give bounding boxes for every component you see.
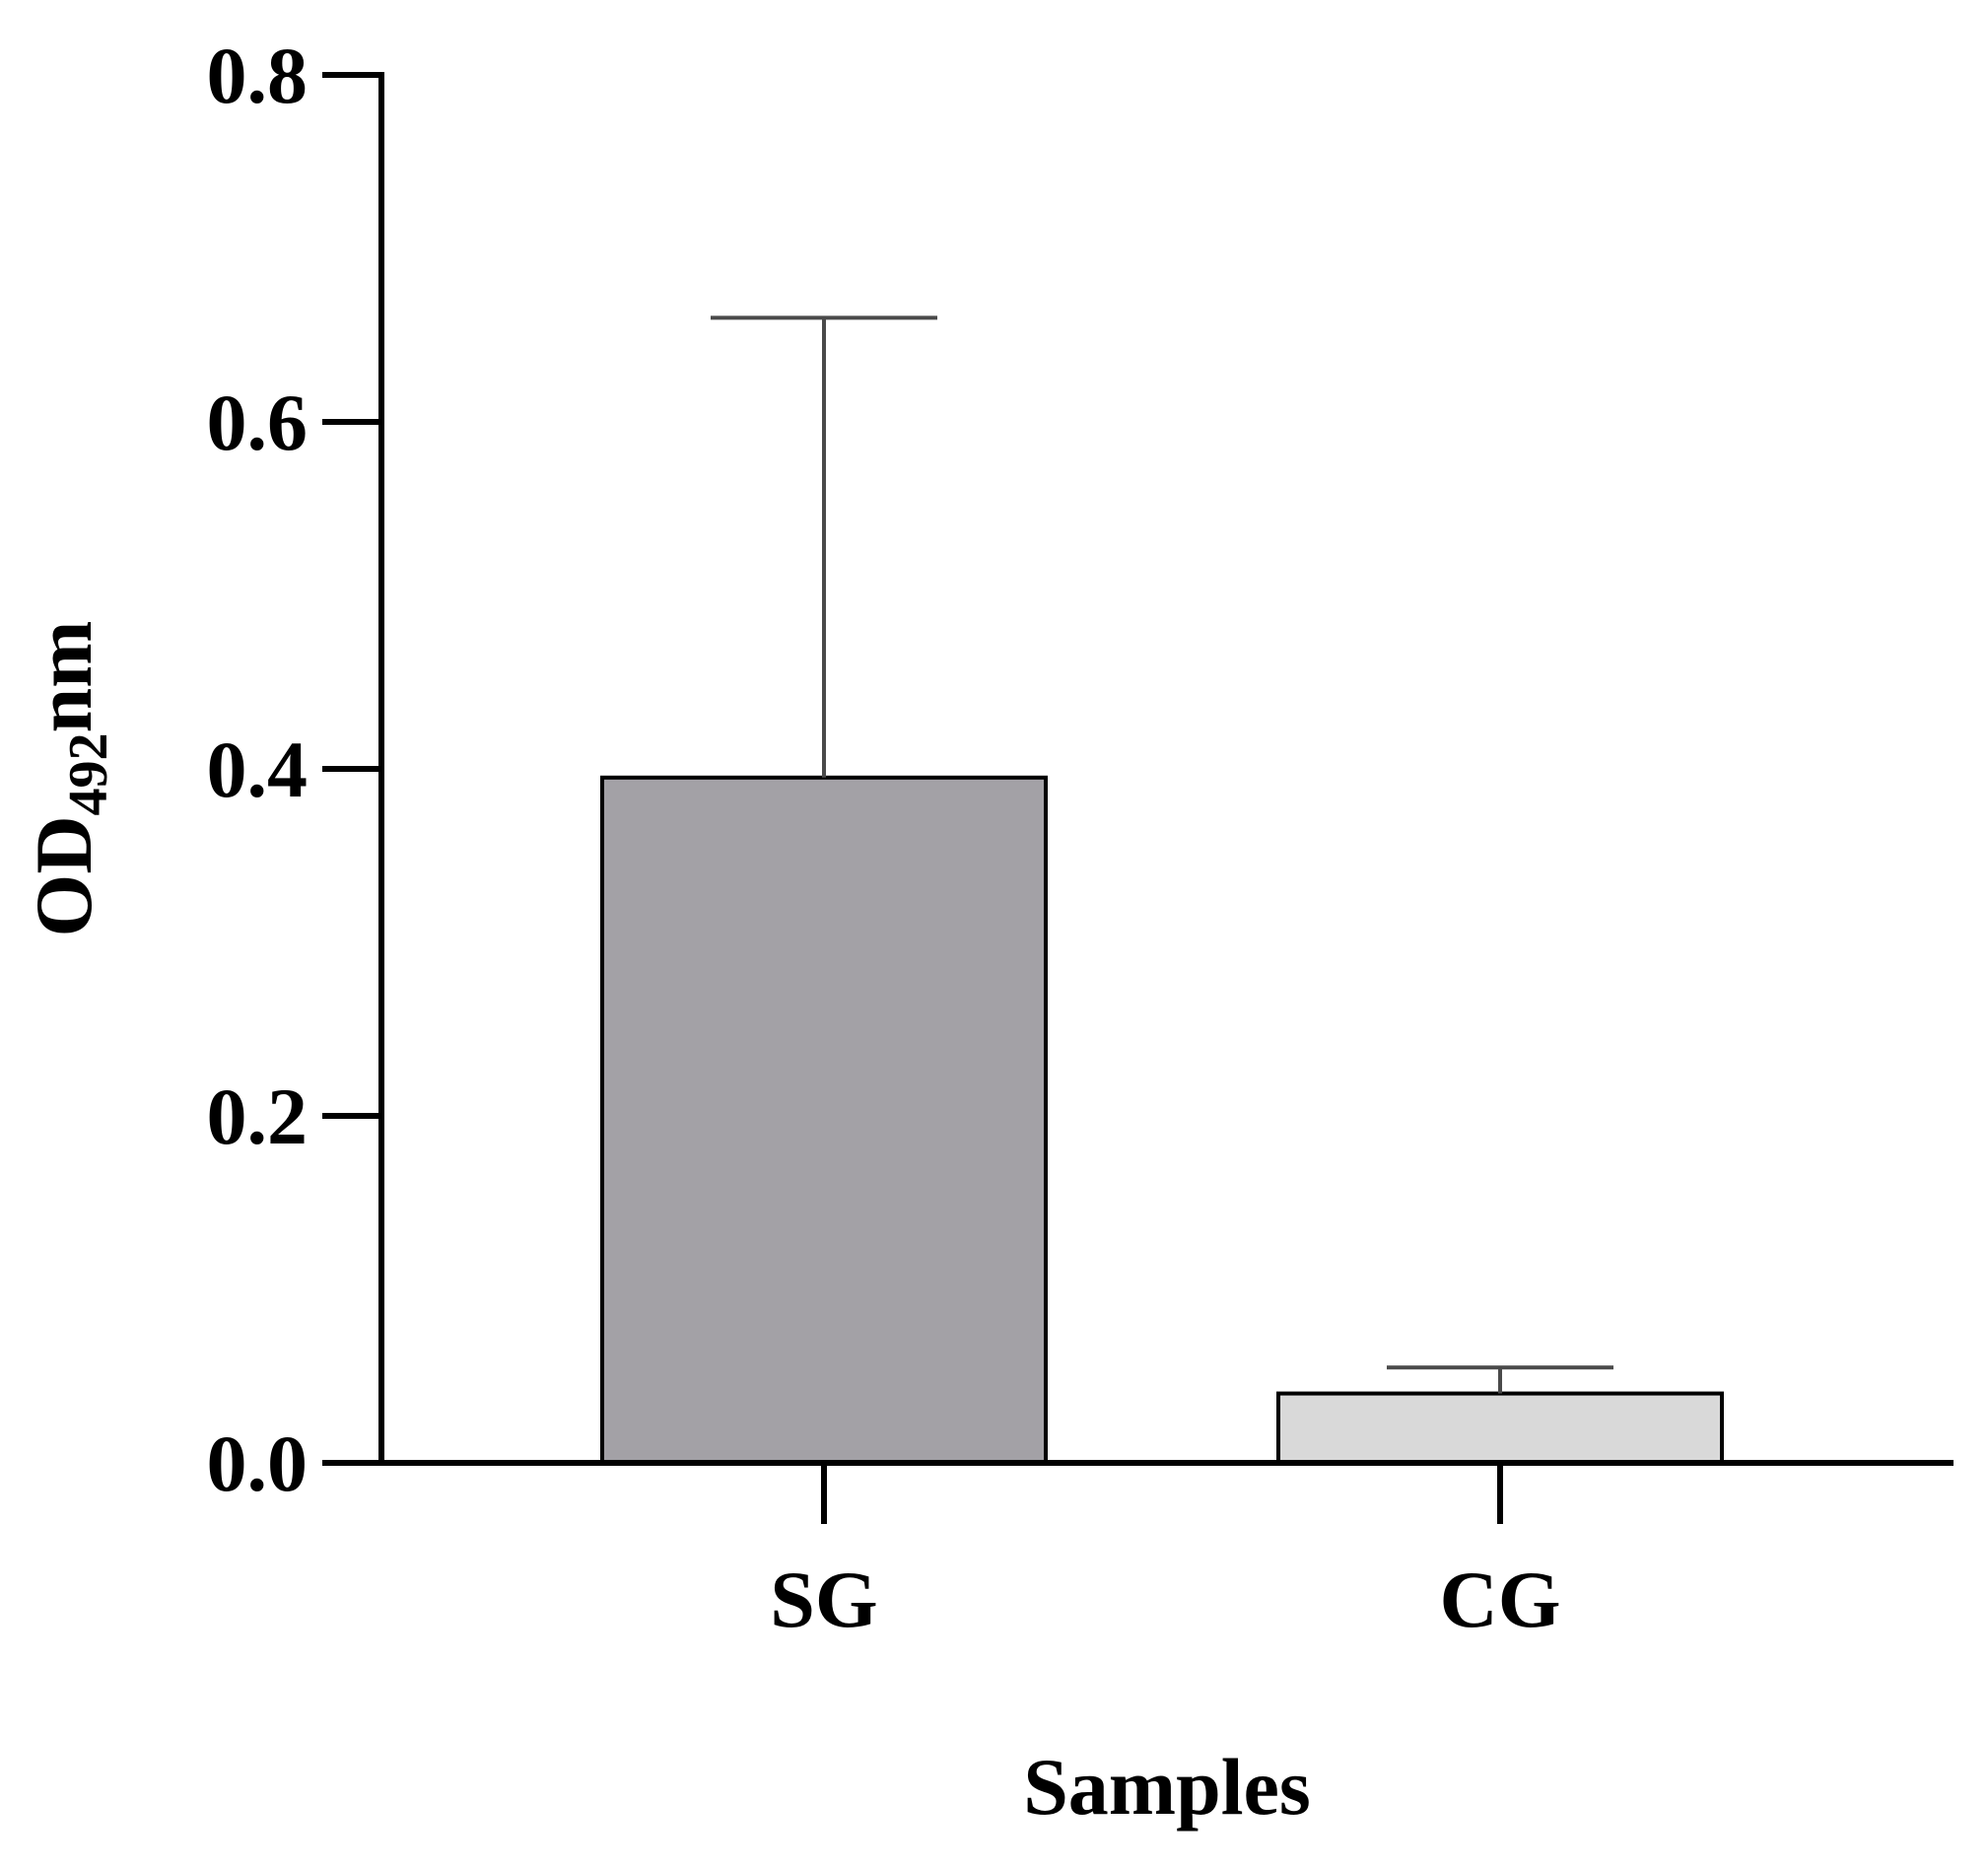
y-tick-label: 0.6	[207, 378, 308, 467]
bars-layer	[600, 775, 1724, 1465]
x-axis-title: Samples	[1023, 1742, 1311, 1832]
y-tick-label: 0.4	[207, 725, 308, 814]
bar-sg	[600, 775, 1048, 1465]
y-tick-label: 0.0	[207, 1419, 308, 1508]
y-axis-title: OD492nm	[19, 621, 119, 937]
bar-cg	[1276, 1391, 1724, 1465]
x-ticks: SG CG	[770, 1463, 1561, 1644]
y-axis-title-main: OD	[19, 815, 108, 936]
x-tick-label-cg: CG	[1440, 1555, 1561, 1644]
x-tick-label-sg: SG	[770, 1555, 877, 1644]
y-axis-title-subscript: 492	[58, 732, 119, 815]
y-axis-title-suffix: nm	[19, 621, 108, 733]
y-ticks: 0.0 0.2 0.4 0.6 0.8	[207, 31, 381, 1508]
error-bars-layer	[711, 315, 1613, 1394]
y-tick-label: 0.2	[207, 1072, 308, 1161]
y-tick-label: 0.8	[207, 31, 308, 120]
